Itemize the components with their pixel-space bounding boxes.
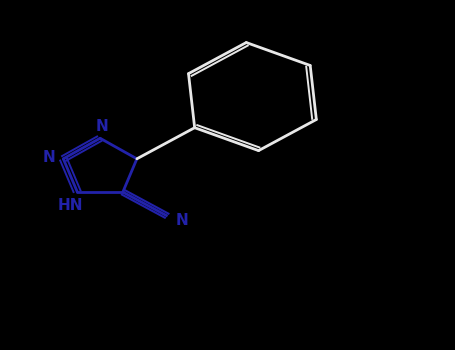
- Text: N: N: [176, 213, 188, 228]
- Text: HN: HN: [58, 198, 83, 214]
- Text: N: N: [42, 149, 55, 164]
- Text: N: N: [96, 119, 109, 134]
